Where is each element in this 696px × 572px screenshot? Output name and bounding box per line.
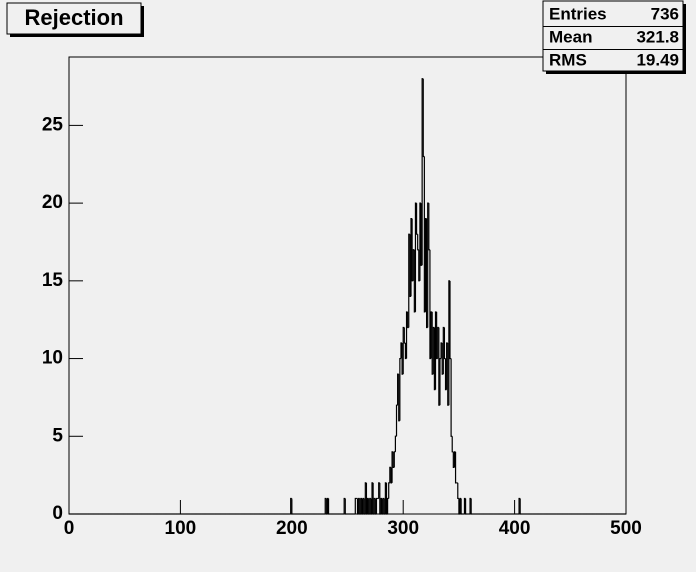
histogram-bin [402, 326, 405, 375]
histogram-bin [442, 326, 445, 375]
histogram-bin [405, 311, 408, 359]
histogram-bin [417, 234, 419, 251]
y-tick-label: 20 [42, 192, 63, 213]
histogram-bin [409, 234, 411, 297]
chart-title: Rejection [24, 5, 123, 30]
stats-value: 19.49 [636, 50, 679, 69]
histogram-bin [387, 497, 389, 514]
histogram-bin [453, 451, 456, 468]
histogram-bin [408, 233, 410, 328]
stats-box [542, 0, 684, 72]
histogram-bin [436, 311, 438, 360]
histogram-bin [428, 203, 430, 251]
histogram-bin [391, 451, 394, 483]
histogram-bin [451, 436, 454, 453]
histogram-bin [399, 357, 401, 421]
histogram-bin [388, 482, 390, 499]
x-tick-label: 500 [610, 518, 642, 539]
x-tick-label: 200 [276, 518, 308, 539]
title-box [6, 2, 142, 35]
histogram-bin [404, 343, 407, 360]
x-tick-label: 400 [499, 518, 531, 539]
histogram-bin [327, 498, 330, 515]
y-tick-label: 25 [42, 114, 64, 135]
stats-value: 736 [651, 4, 679, 23]
histogram-bin [429, 249, 432, 360]
frame [68, 56, 627, 515]
histogram-bin [420, 203, 423, 266]
x-tick-label: 0 [64, 518, 75, 539]
histogram-bin [464, 498, 467, 515]
stats-label: RMS [549, 50, 587, 69]
histogram-bin [460, 498, 463, 515]
histogram-bin [415, 203, 418, 235]
histogram-bin [291, 498, 293, 515]
histogram-bin [394, 435, 397, 452]
stats-value: 321.8 [636, 27, 679, 46]
histogram-bin [344, 498, 347, 515]
x-tick-label: 100 [165, 518, 197, 539]
histogram-bin [418, 249, 420, 282]
y-tick-label: 15 [42, 270, 64, 291]
histogram-bin [432, 326, 435, 375]
histogram-bin [389, 466, 391, 483]
histogram-bin [470, 498, 473, 515]
histogram-bin [454, 451, 457, 484]
x-tick-label: 300 [387, 518, 419, 539]
y-tick-label: 0 [52, 503, 63, 524]
histogram-bin [434, 311, 437, 390]
histogram-bin [397, 373, 399, 406]
y-tick-label: 5 [52, 425, 63, 446]
histogram-bin [439, 357, 442, 406]
histogram-bin [354, 497, 357, 514]
y-tick-label: 10 [42, 348, 63, 369]
histogram-bin [519, 498, 522, 515]
histogram-bin [412, 249, 415, 281]
histogram-bin [437, 326, 439, 359]
stats-label: Entries [549, 4, 607, 23]
histogram-bin [398, 374, 400, 422]
stats-label: Mean [549, 27, 592, 46]
histogram-bin [390, 467, 393, 484]
histogram-bin [430, 311, 433, 359]
histogram-bin [375, 497, 378, 514]
histogram-bin [411, 218, 414, 282]
